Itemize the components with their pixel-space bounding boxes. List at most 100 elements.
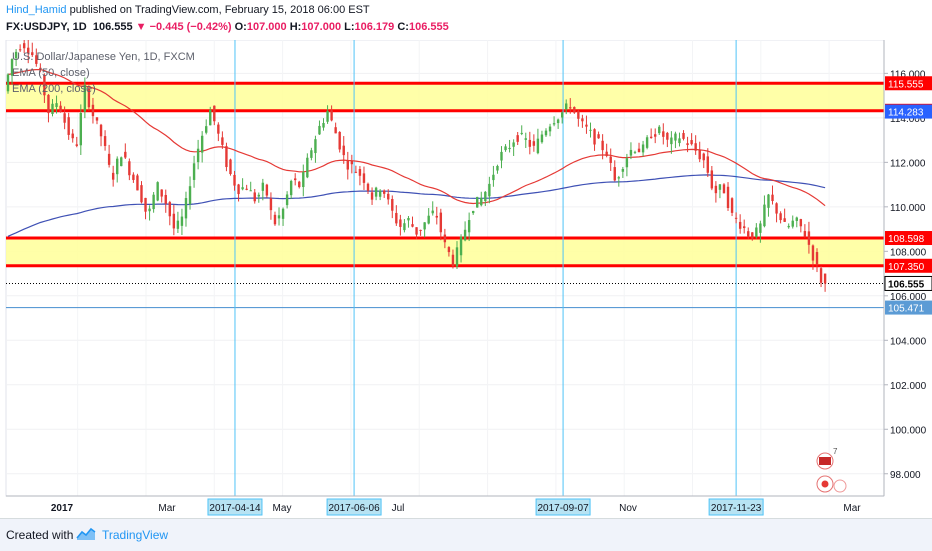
candle-body xyxy=(10,59,14,76)
candle-body xyxy=(726,186,730,209)
ema50-line xyxy=(7,69,826,207)
candle-body xyxy=(593,129,596,145)
candle-body xyxy=(548,126,552,132)
candle-body xyxy=(233,174,236,186)
candle-body xyxy=(188,186,192,205)
last-price: 106.555 xyxy=(92,21,133,33)
candle-body xyxy=(326,110,329,122)
candle-body xyxy=(662,131,665,137)
candle-body xyxy=(168,202,172,217)
y-tick-label: 110.000 xyxy=(890,203,926,214)
candle-body xyxy=(751,232,754,239)
candle-body xyxy=(649,136,653,139)
date-marker-label-box xyxy=(207,498,263,516)
candle-body xyxy=(35,55,38,64)
footer-bar: Created with TradingView xyxy=(0,518,932,551)
candle-body xyxy=(484,191,487,202)
chart-background xyxy=(0,40,932,518)
candle-body xyxy=(370,192,374,200)
candle-body xyxy=(387,193,390,200)
candle-body xyxy=(455,247,459,267)
candle-body xyxy=(196,148,200,163)
candle-body xyxy=(686,143,689,146)
x-tick-label: Mar xyxy=(843,503,861,514)
price-label-box xyxy=(885,231,932,246)
candle-body xyxy=(641,144,645,153)
candle-body xyxy=(87,88,91,108)
candle-body xyxy=(358,169,362,176)
candle-body xyxy=(265,184,269,196)
candle-body xyxy=(787,225,790,228)
candle-body xyxy=(488,183,491,197)
candle-body xyxy=(682,133,685,139)
price-chart[interactable]: U.S. Dollar/Japanese Yen, 1D, FXCM EMA (5… xyxy=(0,40,932,518)
high-value: 107.000 xyxy=(301,21,342,33)
candle-body xyxy=(775,203,778,214)
candle-body xyxy=(516,135,519,142)
candle-body xyxy=(471,210,475,214)
candle-body xyxy=(63,113,66,123)
candle-body xyxy=(403,223,406,231)
candles-group xyxy=(6,40,827,292)
price-change: −0.445 (−0.42%) xyxy=(149,21,232,33)
candle-body xyxy=(322,123,325,128)
candle-body xyxy=(569,107,572,109)
candle-body xyxy=(528,139,532,147)
candle-body xyxy=(755,227,758,237)
candle-body xyxy=(658,126,661,134)
candle-body xyxy=(346,160,349,170)
candle-body xyxy=(22,43,26,49)
candle-body xyxy=(399,219,402,227)
candle-body xyxy=(480,197,483,206)
candle-body xyxy=(443,234,447,243)
candle-body xyxy=(164,194,167,204)
author-link[interactable]: Hind_Hamid xyxy=(6,4,67,16)
published-text: published on TradingView.com, February 1… xyxy=(69,4,370,16)
candle-body xyxy=(734,217,738,219)
candle-body xyxy=(366,183,370,191)
low-value: 106.179 xyxy=(354,21,395,33)
candle-body xyxy=(678,138,681,144)
candle-body xyxy=(6,74,10,92)
candle-body xyxy=(722,184,726,194)
candle-body xyxy=(245,188,248,190)
date-marker-label: 2017-09-07 xyxy=(537,503,589,514)
candle-body xyxy=(39,67,42,70)
resistance-zone xyxy=(6,83,884,111)
candle-body xyxy=(249,190,252,192)
y-tick-label: 100.000 xyxy=(890,425,927,436)
candle-body xyxy=(200,135,204,153)
candle-body xyxy=(435,215,438,218)
event-ring-icon xyxy=(833,479,847,493)
candle-body xyxy=(120,157,123,167)
candle-body xyxy=(819,268,823,283)
price-label: 105.471 xyxy=(888,304,925,315)
candle-body xyxy=(718,184,722,190)
candle-body xyxy=(75,144,78,146)
candle-body xyxy=(350,160,354,165)
candle-body xyxy=(330,110,333,121)
candle-body xyxy=(148,208,151,212)
candle-body xyxy=(47,94,50,114)
candle-body xyxy=(59,105,62,112)
candle-body xyxy=(605,151,608,156)
candle-body xyxy=(463,229,467,241)
low-label: L: xyxy=(344,21,355,33)
price-label-box xyxy=(885,258,932,273)
price-label: 114.283 xyxy=(888,108,924,119)
close-value: 106.555 xyxy=(408,21,449,33)
candle-body xyxy=(540,134,544,143)
candle-body xyxy=(334,127,337,134)
us-flag-stripe xyxy=(819,457,831,465)
candle-body xyxy=(67,117,70,135)
y-tick-label: 114.000 xyxy=(890,114,926,125)
candle-body xyxy=(807,231,811,245)
publish-line: Hind_Hamid published on TradingView.com,… xyxy=(6,4,370,16)
created-with-text: Created with xyxy=(6,528,74,542)
candle-body xyxy=(431,210,434,214)
tradingview-logo-icon[interactable] xyxy=(76,526,96,542)
tradingview-link[interactable]: TradingView xyxy=(102,528,169,542)
y-tick-label: 112.000 xyxy=(890,158,926,169)
candle-body xyxy=(407,218,410,221)
candle-body xyxy=(111,172,115,180)
